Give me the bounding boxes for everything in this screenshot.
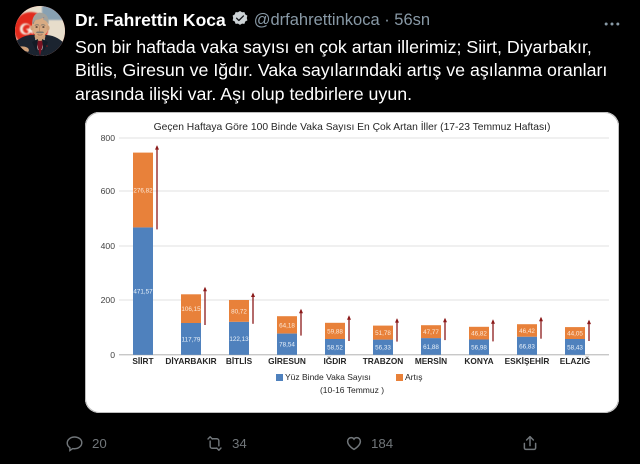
svg-text:GİRESUN: GİRESUN bbox=[268, 356, 306, 366]
svg-text:BİTLİS: BİTLİS bbox=[226, 356, 253, 366]
svg-text:KONYA: KONYA bbox=[464, 356, 493, 366]
svg-text:58,52: 58,52 bbox=[327, 344, 343, 351]
svg-text:59,88: 59,88 bbox=[327, 328, 343, 335]
svg-text:400: 400 bbox=[101, 241, 116, 251]
svg-text:200: 200 bbox=[101, 295, 116, 305]
svg-text:IĞDIR: IĞDIR bbox=[323, 355, 346, 366]
svg-text:106,15: 106,15 bbox=[181, 306, 201, 313]
svg-text:276,82: 276,82 bbox=[133, 188, 153, 195]
svg-text:0: 0 bbox=[110, 350, 115, 360]
svg-text:46,42: 46,42 bbox=[519, 328, 535, 335]
svg-text:66,83: 66,83 bbox=[519, 343, 535, 350]
svg-text:600: 600 bbox=[101, 186, 116, 196]
svg-text:56,98: 56,98 bbox=[471, 345, 487, 352]
svg-text:DİYARBAKIR: DİYARBAKIR bbox=[165, 356, 216, 366]
svg-text:58,43: 58,43 bbox=[567, 344, 583, 351]
svg-text:64,18: 64,18 bbox=[279, 322, 295, 329]
svg-text:51,78: 51,78 bbox=[375, 330, 391, 337]
svg-text:ELAZIĞ: ELAZIĞ bbox=[560, 355, 590, 366]
svg-text:78,54: 78,54 bbox=[279, 342, 295, 349]
svg-text:44,05: 44,05 bbox=[567, 331, 583, 338]
svg-text:61,88: 61,88 bbox=[423, 344, 439, 351]
svg-text:122,13: 122,13 bbox=[229, 336, 249, 343]
svg-text:ESKİŞEHİR: ESKİŞEHİR bbox=[505, 356, 550, 366]
svg-text:(10-16 Temmuz ): (10-16 Temmuz ) bbox=[320, 385, 384, 395]
svg-text:Yüz Binde Vaka Sayısı: Yüz Binde Vaka Sayısı bbox=[285, 372, 371, 382]
svg-text:80,72: 80,72 bbox=[231, 308, 247, 315]
svg-text:Artış: Artış bbox=[405, 372, 422, 382]
svg-text:47,77: 47,77 bbox=[423, 329, 439, 336]
svg-text:Geçen Haftaya Göre 100 Binde V: Geçen Haftaya Göre 100 Binde Vaka Sayısı… bbox=[154, 120, 551, 133]
svg-text:TRABZON: TRABZON bbox=[363, 356, 404, 366]
svg-text:46,82: 46,82 bbox=[471, 331, 487, 338]
svg-text:117,79: 117,79 bbox=[182, 336, 201, 343]
svg-text:56,33: 56,33 bbox=[375, 345, 391, 352]
svg-text:471,57: 471,57 bbox=[133, 289, 153, 296]
svg-text:SİİRT: SİİRT bbox=[132, 356, 153, 366]
svg-text:MERSİN: MERSİN bbox=[415, 356, 447, 366]
svg-text:800: 800 bbox=[101, 133, 116, 143]
